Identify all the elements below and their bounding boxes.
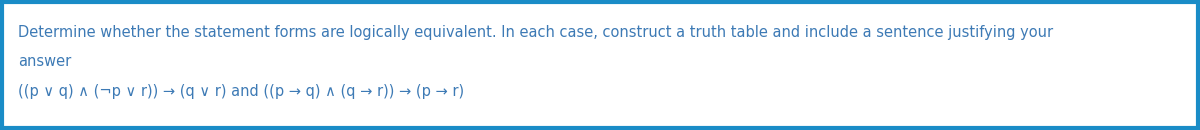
Text: ((p ∨ q) ∧ (¬p ∨ r)) → (q ∨ r) and ((p → q) ∧ (q → r)) → (p → r): ((p ∨ q) ∧ (¬p ∨ r)) → (q ∨ r) and ((p →… <box>18 84 464 99</box>
Text: Determine whether the statement forms are logically equivalent. In each case, co: Determine whether the statement forms ar… <box>18 25 1054 40</box>
FancyBboxPatch shape <box>2 2 1198 128</box>
Text: answer: answer <box>18 54 71 69</box>
